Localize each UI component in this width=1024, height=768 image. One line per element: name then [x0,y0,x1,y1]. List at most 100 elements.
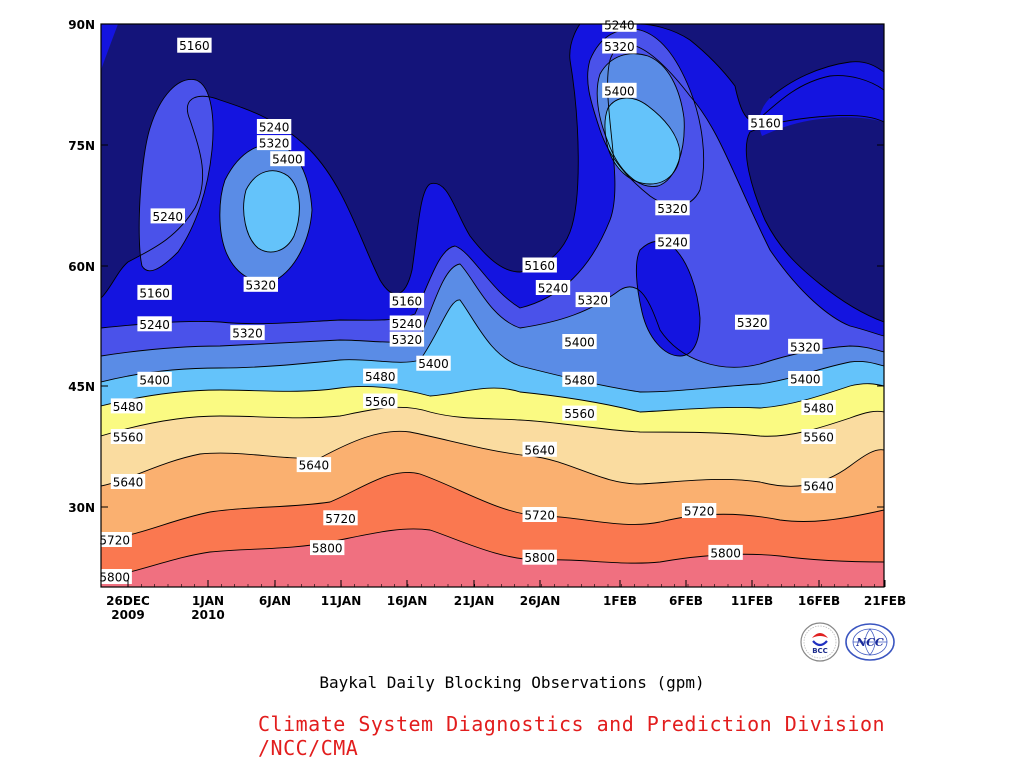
contour-label: 5160 [748,115,783,131]
contour-label-value: 5800 [524,551,555,565]
contour-label: 5640 [296,457,332,473]
contour-label: 5320 [389,331,425,347]
contour-label: 5560 [801,429,836,445]
contour-label-bg [522,507,557,522]
contour-label: 5400 [270,151,305,167]
contour-label-value: 5240 [392,317,423,331]
contour-label-bg [562,371,597,387]
contour-label-bg [788,371,823,386]
contour-line-7 [101,43,884,337]
contour-label: 5320 [788,338,823,354]
contour-label: 5560 [110,429,146,445]
contour-label-value: 5320 [392,333,423,347]
contour-plot: 5160 5240 5320 5400 5240 5320 5160 5240 5320 5400… [68,16,906,622]
contour-label-value: 5720 [325,512,356,526]
contour-label-bg [522,549,557,565]
contour-label-bg [522,441,557,457]
dark-field-west [101,24,580,298]
contour-label-value: 5400 [604,84,635,98]
contour-line-3 [101,406,884,437]
contour-label-bg [137,316,172,332]
contour-line-layer [101,24,884,579]
contour-label-value: 5160 [524,259,555,273]
contour-label-bg [110,398,146,414]
ncc-logo-text: NCC [855,636,884,649]
contour-label-value: 5240 [604,18,635,32]
contour-label-bg [681,503,717,518]
contour-label-bg [602,82,637,98]
contour-label: 5240 [256,119,292,135]
contour-label-bg [296,457,332,473]
contour-label-value: 5560 [803,431,834,445]
x-tick-sublabel: 2009 [111,608,144,620]
y-tick-label: 45N [68,380,95,394]
contour-label: 5800 [310,540,345,556]
corner-patch [101,24,118,70]
contour-label-value: 5320 [246,278,277,292]
contour-label: 5640 [522,441,557,457]
contour-label-value: 5400 [272,153,303,167]
contour-label: 5320 [602,38,637,54]
contour-fill-layer [101,24,884,587]
contour-label-bg [323,510,358,526]
contour-label: 5800 [708,544,743,560]
contour-label-value: 5320 [737,316,768,330]
contour-label-value: 5240 [139,318,170,332]
contour-label-value: 5560 [564,407,595,421]
contour-label-value: 5640 [803,480,834,494]
contour-label: 5640 [110,474,146,490]
x-tick-label: 1FEB [603,594,637,608]
contour-label: 5240 [150,208,185,224]
contour-label-value: 5480 [803,402,834,416]
contour-label-bg [655,234,690,250]
contour-label: 5400 [416,355,451,371]
contour-label-bg [363,368,398,384]
contour-label: 5400 [788,371,823,387]
x-tick-label: 21JAN [454,594,495,608]
contour-label-bg [389,331,425,347]
credit-line: Climate System Diagnostics and Predictio… [258,712,886,760]
contour-label-value: 5320 [790,340,821,354]
contour-label-value: 5800 [312,542,343,556]
contour-label: 5480 [110,398,146,414]
contour-label-bg [310,540,345,556]
contour-line-2 [101,430,884,487]
x-tick-label: 6JAN [259,594,291,608]
band-5160-east [759,61,884,137]
contour-label: 5160 [177,37,212,53]
dark-field-northeast [640,24,884,121]
contour-label-value: 5640 [524,443,555,457]
contour-line-13 [138,79,214,272]
x-tick-label: 16FEB [798,594,840,608]
contour-label-value: 5560 [113,431,144,445]
contour-label-bg [748,115,783,130]
contour-label-value: 5320 [232,327,263,341]
contour-label-bg [230,325,265,341]
x-tick-label: 16JAN [387,594,428,608]
contour-label: 5240 [655,234,690,250]
contour-label: 5160 [389,292,425,308]
contour-label-bg [177,37,212,53]
contour-label-value: 5320 [578,294,609,308]
contour-label-bg [801,478,836,494]
contour-label-bg [522,257,557,273]
contour-label-bg [270,151,305,167]
x-tick-label: 21FEB [864,594,906,608]
contour-label-value: 5640 [113,476,144,490]
ridge-5400-feb [605,97,680,184]
contour-label-value: 5720 [99,534,130,548]
contour-label: 5240 [137,316,172,332]
contour-line-0 [101,528,884,579]
contour-label-value: 5720 [684,505,715,519]
contour-label: 5320 [575,292,610,308]
contour-label-bg [655,200,690,216]
contour-label-bg [110,429,146,444]
contour-label-bg [256,119,292,134]
ridge-5400-jan [243,170,300,252]
contour-label-value: 5160 [179,39,210,53]
contour-label-bg [535,280,571,295]
contour-label: 5320 [735,314,770,330]
contour-label-bg [97,569,132,584]
contour-label-bg [562,334,597,349]
